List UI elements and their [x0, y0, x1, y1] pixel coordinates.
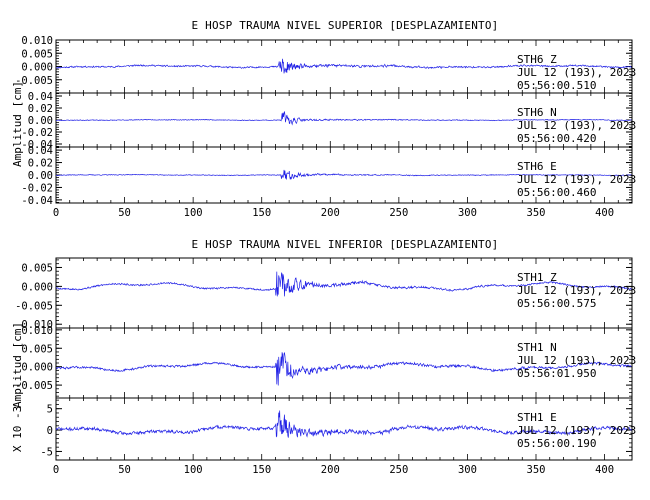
- seismic-trace: [55, 58, 632, 74]
- x-tick-label: 300: [458, 207, 477, 219]
- y-tick-label: 0: [47, 425, 53, 437]
- y-tick-label: 5: [47, 404, 53, 416]
- date-label: JUL 12 (193), 2023: [517, 66, 636, 79]
- x-tick-label: 0: [53, 207, 59, 219]
- x-tick-label: 400: [595, 207, 614, 219]
- y-tick-label: -5: [40, 446, 53, 458]
- date-label: JUL 12 (193), 2023: [517, 119, 636, 132]
- y-tick-label: 0.02: [28, 103, 53, 115]
- x-tick-label: 200: [321, 207, 340, 219]
- x-tick-label: 50: [118, 464, 131, 476]
- y-tick-label: -0.005: [15, 380, 53, 392]
- seismic-trace: [55, 410, 632, 438]
- seismic-trace: [55, 111, 632, 126]
- y-tick-label: 0.005: [21, 48, 53, 60]
- y-tick-label: -0.010: [15, 319, 53, 331]
- group-2-title: E HOSP TRAUMA NIVEL INFERIOR [DESPLAZAMI…: [191, 238, 498, 251]
- x-tick-label: 200: [321, 464, 340, 476]
- seismic-trace: [55, 271, 632, 297]
- time-label: 05:56:00.575: [517, 297, 596, 310]
- y-tick-label: -0.04: [21, 195, 53, 207]
- x-tick-label: 50: [118, 207, 131, 219]
- y-tick-label: 0.010: [21, 35, 53, 47]
- station-component-label: STH1 Z: [517, 271, 557, 284]
- y-tick-label: 0.02: [28, 158, 53, 170]
- y-tick-label: 0.005: [21, 262, 53, 274]
- seismic-trace: [55, 352, 632, 386]
- panel-sth6-e: 0.040.020.00-0.02-0.040 50 100 150 200 250 300…: [21, 145, 636, 219]
- x-tick-label: 100: [184, 464, 203, 476]
- time-label: 05:56:01.950: [517, 367, 596, 380]
- time-label: 05:56:00.510: [517, 79, 596, 92]
- x-tick-label: 300: [458, 464, 477, 476]
- x-tick-label: 400: [595, 464, 614, 476]
- y-tick-label: 0.00: [28, 170, 53, 182]
- y-tick-label: 0.04: [28, 91, 53, 103]
- y-tick-label: -0.005: [15, 75, 53, 87]
- panel-y-axis-label: X 10 -3: [11, 406, 24, 452]
- seismic-trace: [55, 169, 632, 180]
- y-tick-label: 0.000: [21, 281, 53, 293]
- y-tick-label: -0.02: [21, 182, 53, 194]
- y-tick-label: -0.005: [15, 300, 53, 312]
- y-tick-label: 0.010: [21, 325, 53, 337]
- x-tick-label: 150: [252, 207, 271, 219]
- date-label: JUL 12 (193), 2023: [517, 424, 636, 437]
- x-tick-label: 150: [252, 464, 271, 476]
- x-tick-label: 0: [53, 464, 59, 476]
- x-tick-label: 350: [527, 207, 546, 219]
- y-tick-label: 0.00: [28, 115, 53, 127]
- time-label: 05:56:00.190: [517, 437, 596, 450]
- station-component-label: STH6 Z: [517, 53, 557, 66]
- time-label: 05:56:00.420: [517, 132, 596, 145]
- time-label: 05:56:00.460: [517, 186, 596, 199]
- y-tick-label: 0.000: [21, 62, 53, 74]
- y-tick-label: 0.005: [21, 343, 53, 355]
- station-component-label: STH1 E: [517, 411, 557, 424]
- group-2-y-axis-label: Amplitud [cm]: [11, 322, 24, 408]
- group-1-title: E HOSP TRAUMA NIVEL SUPERIOR [DESPLAZAMI…: [191, 19, 498, 32]
- y-tick-label: 0.000: [21, 362, 53, 374]
- station-component-label: STH6 E: [517, 160, 557, 173]
- date-label: JUL 12 (193), 2023: [517, 173, 636, 186]
- y-tick-label: -0.04: [21, 139, 53, 151]
- date-label: JUL 12 (193), 2023: [517, 354, 636, 367]
- y-tick-label: -0.02: [21, 127, 53, 139]
- x-tick-label: 250: [389, 207, 408, 219]
- station-component-label: STH1 N: [517, 341, 557, 354]
- x-tick-label: 100: [184, 207, 203, 219]
- x-tick-label: 250: [389, 464, 408, 476]
- x-tick-label: 350: [527, 464, 546, 476]
- station-component-label: STH6 N: [517, 106, 557, 119]
- y-tick-label: 0.04: [28, 145, 53, 157]
- date-label: JUL 12 (193), 2023: [517, 284, 636, 297]
- group-1-y-axis-label: Amplitud [cm]: [11, 81, 24, 167]
